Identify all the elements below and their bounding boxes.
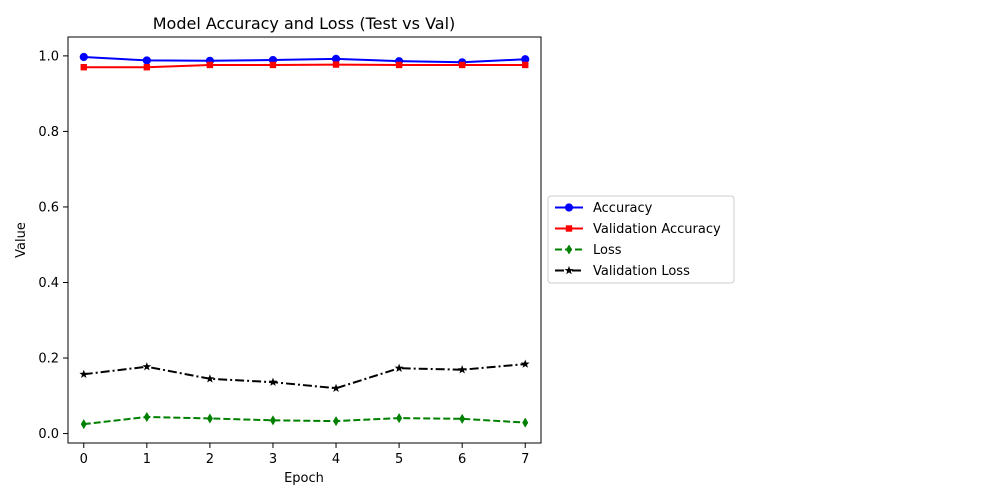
data-point-validation-accuracy <box>332 61 340 68</box>
y-tick-label: 0.4 <box>38 276 59 291</box>
plot-area <box>67 36 542 444</box>
legend-box <box>547 195 735 284</box>
data-point-validation-loss <box>268 377 278 386</box>
y-axis-title: Value <box>14 222 29 258</box>
data-point-validation-loss <box>394 363 404 372</box>
x-tick-label: 4 <box>332 452 340 467</box>
data-point-validation-accuracy <box>80 64 87 71</box>
y-tick-label: 1.0 <box>38 49 59 64</box>
data-point-validation-loss <box>520 359 530 368</box>
x-tick-label: 7 <box>521 452 529 467</box>
y-tick-label: 0.0 <box>38 427 59 442</box>
series-line-accuracy <box>83 56 526 64</box>
series-loss <box>80 411 529 430</box>
legend-label-validation-accuracy: Validation Accuracy <box>593 222 721 237</box>
data-point-validation-loss <box>142 362 152 371</box>
data-point-loss <box>522 417 529 428</box>
x-axis: 0 1 2 3 4 5 6 7 <box>80 443 529 467</box>
x-tick-label: 1 <box>143 452 151 467</box>
series-validation-loss <box>79 359 530 392</box>
legend-marker-loss <box>566 244 572 255</box>
data-point-loss <box>206 413 213 424</box>
data-point-loss <box>459 413 466 424</box>
y-tick-label: 0.6 <box>38 200 59 215</box>
data-point-validation-loss <box>205 374 215 383</box>
legend-label-loss: Loss <box>593 243 622 258</box>
x-axis-title: Epoch <box>284 471 324 486</box>
data-point-loss <box>80 419 87 430</box>
data-point-validation-loss <box>331 383 341 392</box>
y-tick-label: 0.2 <box>38 352 59 367</box>
data-point-validation-accuracy <box>206 61 214 69</box>
data-point-loss <box>396 413 403 424</box>
data-point-loss <box>333 416 340 427</box>
data-point-validation-accuracy <box>143 64 151 71</box>
data-point-validation-accuracy <box>269 61 277 69</box>
legend-label-validation-loss: Validation Loss <box>593 264 690 279</box>
data-point-accuracy <box>142 56 151 65</box>
legend-marker-validation-loss <box>564 265 574 275</box>
series-layer <box>79 52 530 430</box>
y-tick-label: 0.8 <box>38 125 59 140</box>
x-tick-label: 3 <box>269 452 277 467</box>
x-tick-label: 6 <box>458 452 466 467</box>
data-point-validation-loss <box>457 365 467 374</box>
legend-marker-accuracy <box>564 203 574 212</box>
series-validation-accuracy <box>80 61 529 71</box>
chart-title: Model Accuracy and Loss (Test vs Val) <box>153 14 456 33</box>
series-line-loss <box>83 415 526 426</box>
y-axis: 0.0 0.2 0.4 0.6 0.8 1.0 <box>38 49 68 442</box>
legend-label-accuracy: Accuracy <box>593 201 653 216</box>
data-point-loss <box>269 415 276 426</box>
x-tick-label: 5 <box>395 452 403 467</box>
legend-marker-validation-accuracy <box>565 225 573 232</box>
series-line-validation-loss <box>83 363 526 390</box>
legend: Accuracy Validation Accuracy Loss Validatio… <box>547 195 735 284</box>
x-tick-label: 0 <box>80 452 88 467</box>
x-tick-label: 2 <box>206 452 214 467</box>
data-point-validation-loss <box>79 369 89 378</box>
data-point-validation-accuracy <box>395 61 403 69</box>
data-point-loss <box>143 411 150 422</box>
data-point-validation-accuracy <box>458 61 466 69</box>
series-line-validation-accuracy <box>83 63 526 69</box>
data-point-validation-accuracy <box>522 61 529 69</box>
data-point-accuracy <box>79 52 88 62</box>
